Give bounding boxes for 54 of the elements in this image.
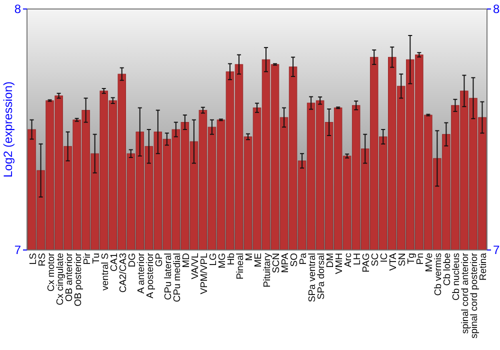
x-tick-label: SO [289, 253, 300, 267]
x-tick-label: VMH [334, 252, 346, 274]
x-tick-label: ventral S [100, 253, 111, 290]
x-tick-label: SCN [271, 252, 282, 274]
x-tick-label: Cx cingulate [54, 253, 66, 306]
x-tick-label: VA/VL [190, 253, 201, 280]
x-tick-label: Pineal [234, 253, 246, 280]
x-tick-label: ME [253, 253, 264, 268]
y2-tick-label: 8 [493, 2, 500, 16]
x-tick-label: A anterior [136, 253, 147, 294]
x-tick-label: LG [208, 253, 219, 266]
x-tick-label: M [244, 252, 255, 261]
x-tick-label: IC [379, 252, 390, 262]
x-tick-label: LS [28, 253, 39, 265]
y-axis-title: Log2 (expression) [1, 81, 15, 178]
x-tick-label: DM [325, 252, 336, 268]
y2-tick-label: 7 [493, 243, 500, 258]
x-tick-label: GP [154, 253, 165, 267]
x-tick-label: MG [216, 253, 228, 268]
x-tick-label: CA1 [108, 253, 120, 272]
x-tick-label: OB posterior [72, 253, 84, 306]
x-tick-label: Tu [90, 253, 102, 264]
x-tick-label: OB anterior [64, 253, 75, 302]
x-tick-label: Pir [82, 253, 93, 265]
x-tick-label: Cb lobe [442, 253, 454, 286]
x-tick-label: A posterior [144, 253, 156, 298]
x-tick-label: spinal cord anterior [460, 253, 472, 334]
x-tick-label: PAG [361, 253, 372, 272]
x-tick-label: SN [397, 252, 408, 266]
x-tick-label: spinal cord posterior [469, 253, 480, 339]
x-tick-label: Cx motor [46, 253, 57, 292]
x-tick-label: SPa ventral [307, 253, 318, 302]
x-tick-label: SPa dorsal [316, 253, 328, 300]
x-tick-label: Tg [406, 253, 418, 264]
x-tick-label: Hb [226, 253, 237, 266]
x-tick-label: VTA [388, 252, 400, 271]
x-tick-label: Pa [298, 252, 310, 265]
x-tick-label: DG [126, 253, 138, 268]
x-tick-label: Arc [343, 252, 354, 268]
x-tick-label: CPu medial [172, 253, 183, 302]
x-tick-label: CA2/CA3 [118, 253, 129, 293]
x-tick-label: Pituitary [262, 252, 274, 288]
x-tick-label: Cb vermis [433, 252, 444, 296]
x-tick-label: VPM/VPL [198, 253, 210, 294]
x-tick-label: MVe [424, 253, 436, 272]
x-tick-label: RS [36, 253, 48, 266]
x-tick-label: Retina [478, 252, 490, 280]
x-tick-label: LH [352, 252, 364, 266]
x-tick-label: MPA [280, 252, 292, 273]
x-tick-label: CPu lateral [162, 253, 174, 300]
x-tick-label: Pn [415, 253, 426, 265]
x-tick-label: SC [370, 252, 382, 266]
x-tick-label: Cb nucleus [451, 252, 462, 301]
x-tick-label: MD [180, 252, 192, 268]
